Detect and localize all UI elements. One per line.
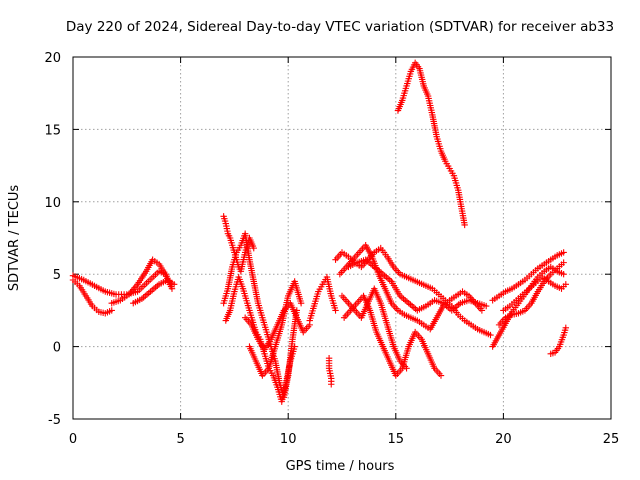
series-track-15 xyxy=(340,292,445,379)
series-track-9 xyxy=(246,278,305,379)
series-track-12 xyxy=(332,244,494,339)
data-point xyxy=(291,343,298,350)
data-point xyxy=(168,285,176,292)
axis-ticks xyxy=(72,56,612,420)
data-point xyxy=(127,289,134,296)
data-marks xyxy=(69,59,570,405)
data-point xyxy=(250,244,257,252)
grid-lines xyxy=(73,57,611,419)
data-point xyxy=(478,307,486,314)
data-point xyxy=(297,299,305,307)
series-track-11 xyxy=(325,354,335,388)
x-tick-label: 15 xyxy=(388,432,405,447)
x-tick-label: 20 xyxy=(495,432,512,447)
series-track-10 xyxy=(306,273,339,324)
data-point xyxy=(328,381,335,388)
data-point xyxy=(487,331,494,339)
x-axis-label: GPS time / hours xyxy=(286,459,395,474)
series-track-4 xyxy=(130,276,178,307)
data-point xyxy=(562,324,570,331)
data-point xyxy=(437,372,445,379)
data-point xyxy=(560,249,567,256)
y-tick-labels: -5 0 5 10 15 20 xyxy=(44,51,61,428)
y-tick-label: 5 xyxy=(53,268,61,283)
series-track-21 xyxy=(500,273,570,314)
data-point xyxy=(482,302,490,310)
series-track-17 xyxy=(394,59,468,229)
y-tick-label: 20 xyxy=(44,51,61,66)
y-tick-label: 0 xyxy=(53,341,61,356)
series-track-16 xyxy=(345,256,490,314)
data-point xyxy=(332,307,339,314)
y-tick-label: -5 xyxy=(48,413,61,428)
series-track-22 xyxy=(547,324,570,358)
y-tick-label: 10 xyxy=(44,196,61,211)
x-tick-label: 10 xyxy=(280,432,297,447)
x-tick-label: 0 xyxy=(69,432,77,447)
series-track-7 xyxy=(222,273,298,405)
x-tick-label: 25 xyxy=(603,432,620,447)
data-point xyxy=(461,221,468,229)
series-track-18 xyxy=(489,249,567,304)
chart-title: Day 220 of 2024, Sidereal Day-to-day VTE… xyxy=(66,19,614,35)
data-point xyxy=(560,259,567,266)
y-tick-label: 15 xyxy=(44,123,61,138)
x-tick-labels: 0 5 10 15 20 25 xyxy=(69,432,619,447)
data-point xyxy=(562,281,570,288)
x-tick-label: 5 xyxy=(176,432,184,447)
plot-frame xyxy=(72,56,612,420)
data-point xyxy=(108,307,115,314)
series-track-20 xyxy=(495,259,567,329)
data-point xyxy=(560,271,567,278)
y-axis-label: SDTVAR / TECUs xyxy=(7,185,22,292)
data-point xyxy=(170,281,178,288)
